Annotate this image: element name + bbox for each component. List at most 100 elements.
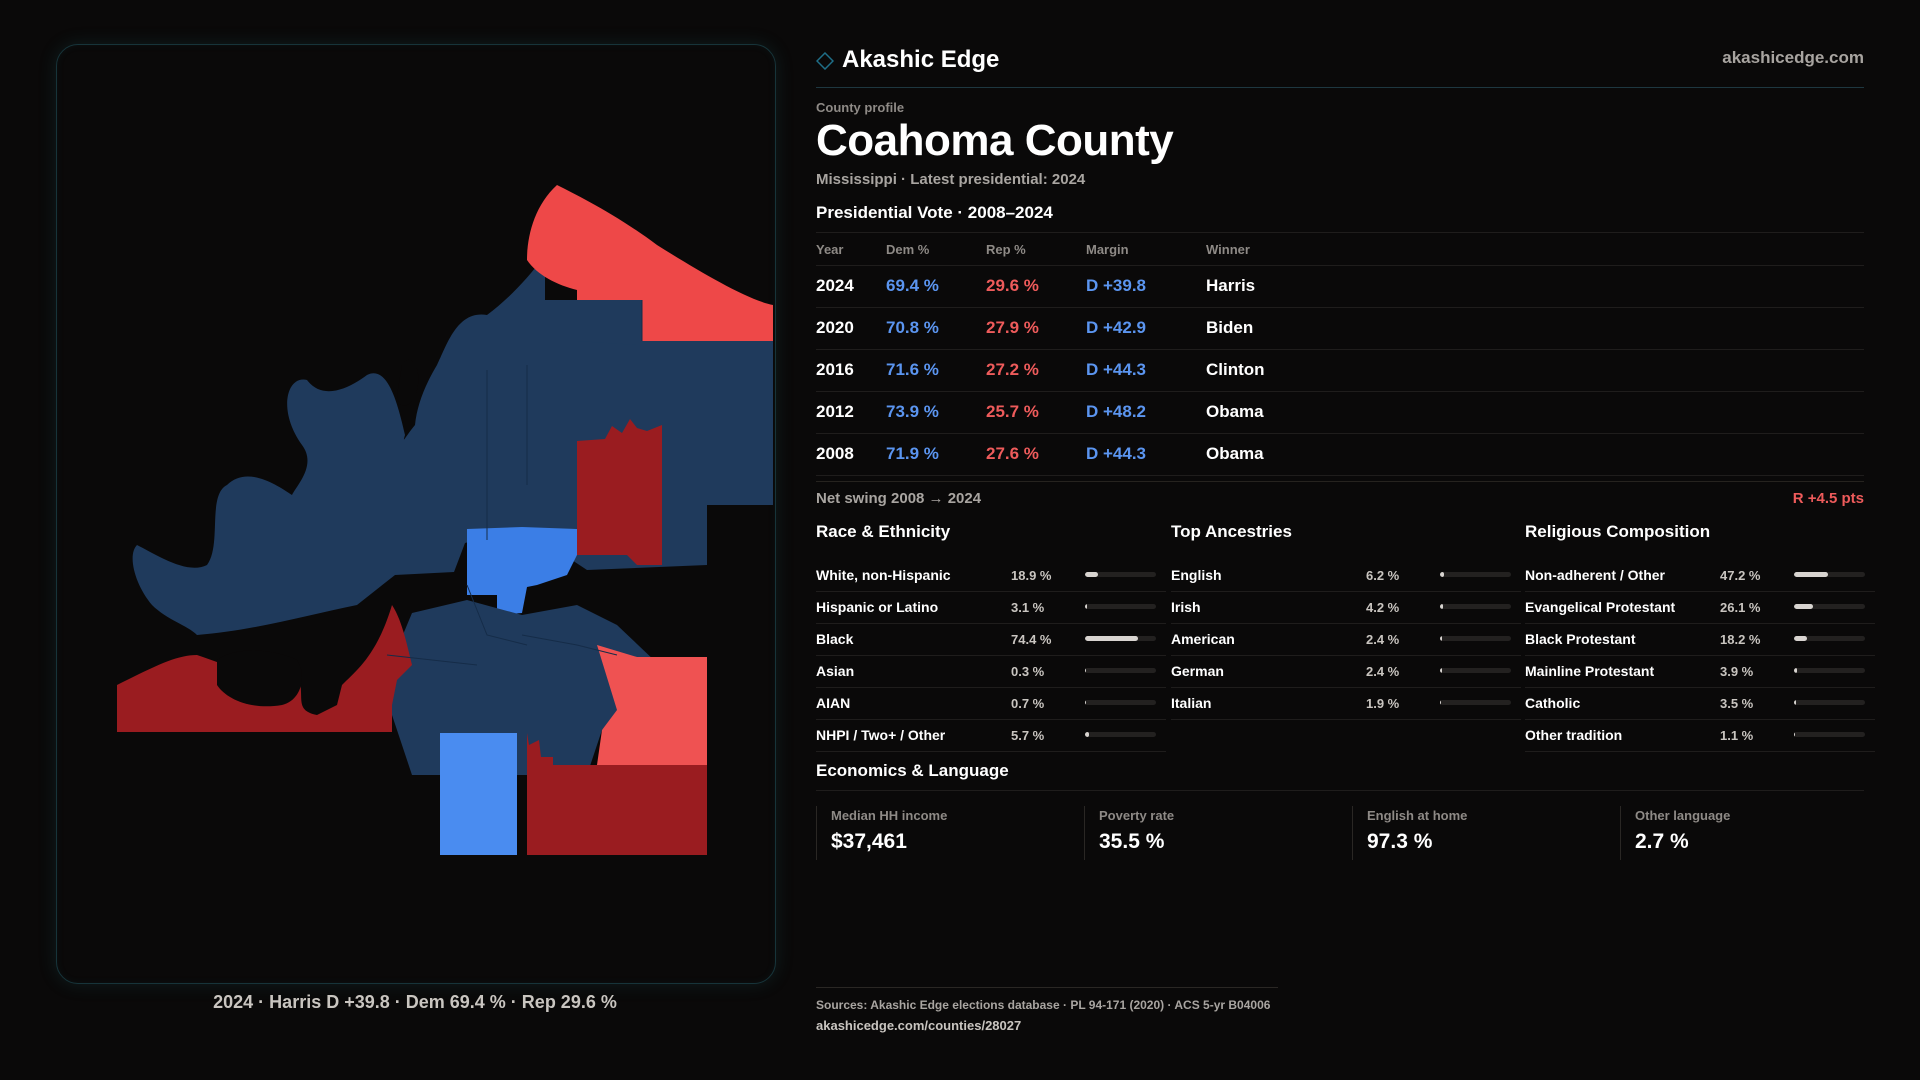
precinct-strong-rep-center[interactable]	[577, 419, 662, 565]
stat-value: 5.7 %	[1011, 728, 1045, 743]
stat-bar-track	[1440, 572, 1511, 577]
stat-label: NHPI / Two+ / Other	[816, 727, 946, 743]
stat-card-poverty: Poverty rate 35.5 %	[1084, 806, 1347, 860]
stat-bar-track	[1085, 572, 1156, 577]
stat-bar-fill	[1440, 636, 1442, 641]
stat-bar-fill	[1794, 732, 1795, 737]
stat-bar-fill	[1794, 668, 1797, 673]
precinct-lean-rep-south[interactable]	[597, 645, 707, 765]
stat-value: 18.2 %	[1720, 632, 1761, 647]
stat-label: Irish	[1171, 599, 1201, 615]
stat-label: Asian	[816, 663, 855, 679]
stat-value: 2.4 %	[1366, 664, 1400, 679]
list-item: Italian 1.9 %	[1171, 688, 1521, 720]
list-item: Black Protestant 18.2 %	[1525, 624, 1875, 656]
rep-cell: 27.2 %	[986, 360, 1039, 379]
winner-cell: Obama	[1206, 444, 1264, 463]
stat-value: 18.9 %	[1011, 568, 1052, 583]
stat-bar-fill	[1440, 572, 1445, 577]
stat-label: English	[1171, 567, 1222, 583]
race-section-title: Race & Ethnicity	[816, 522, 951, 541]
stat-card-label: English at home	[1367, 808, 1468, 823]
stat-card-label: Median HH income	[831, 808, 948, 823]
winner-cell: Harris	[1206, 276, 1256, 295]
rep-cell: 29.6 %	[986, 276, 1039, 295]
stat-bar-track	[1794, 572, 1865, 577]
county-permalink[interactable]: akashicedge.com/counties/28027	[816, 1018, 1022, 1033]
precinct-strong-dem-east[interactable]	[577, 341, 773, 565]
stat-bar-track	[1440, 668, 1511, 673]
precinct-strong-dem-south[interactable]	[382, 600, 707, 775]
precinct-strong-rep-south[interactable]	[527, 733, 707, 855]
page-title: Coahoma County	[816, 116, 1174, 165]
year-cell: 2016	[816, 360, 854, 379]
list-item: Hispanic or Latino 3.1 %	[816, 592, 1166, 624]
list-item: Catholic 3.5 %	[1525, 688, 1875, 720]
dem-cell: 69.4 %	[886, 276, 939, 295]
precinct-lean-dem-center[interactable]	[467, 527, 577, 615]
rep-cell: 27.9 %	[986, 318, 1039, 337]
stat-bar-fill	[1794, 572, 1828, 577]
stat-bar-fill	[1085, 732, 1090, 737]
list-item: Mainline Protestant 3.9 %	[1525, 656, 1875, 688]
margin-cell: D +42.9	[1086, 318, 1147, 337]
page-eyebrow: County profile	[816, 100, 905, 115]
brand-url-link[interactable]: akashicedge.com	[1722, 48, 1864, 67]
economics-divider	[816, 790, 1864, 791]
column-header-dem: Dem %	[886, 242, 930, 257]
stat-value: 0.7 %	[1011, 696, 1045, 711]
stat-value: 2.4 %	[1366, 632, 1400, 647]
stat-card-label: Poverty rate	[1099, 808, 1175, 823]
stat-bar-track	[1794, 604, 1865, 609]
county-profile-panel: Akashic Edge akashicedge.com County prof…	[816, 0, 1875, 1080]
stat-value: 1.9 %	[1366, 696, 1400, 711]
year-cell: 2024	[816, 276, 854, 295]
stat-label: Evangelical Protestant	[1525, 599, 1676, 615]
ancestry-list: English 6.2 % Irish 4.2 % American 2.4 %…	[1171, 560, 1521, 720]
margin-cell: D +44.3	[1086, 360, 1147, 379]
list-item: German 2.4 %	[1171, 656, 1521, 688]
stat-bar-fill	[1085, 604, 1088, 609]
table-end-rule	[816, 475, 1864, 476]
ancestry-section-title: Top Ancestries	[1171, 522, 1292, 541]
vote-section-title: Presidential Vote · 2008–2024	[816, 203, 1053, 222]
margin-cell: D +48.2	[1086, 402, 1147, 421]
stat-label: American	[1171, 631, 1235, 647]
column-header-year: Year	[816, 242, 844, 257]
precinct-lean-rep-north[interactable]	[527, 185, 773, 341]
county-map-panel[interactable]	[56, 44, 776, 984]
table-row: 2024 69.4 % 29.6 % D +39.8 Harris	[816, 265, 1864, 307]
county-precinct-map[interactable]	[57, 45, 775, 983]
list-item: Other tradition 1.1 %	[1525, 720, 1875, 752]
brand-header: Akashic Edge akashicedge.com	[816, 44, 1864, 88]
list-item: American 2.4 %	[1171, 624, 1521, 656]
stat-bar-track	[1085, 668, 1156, 673]
year-cell: 2012	[816, 402, 854, 421]
stat-value: 3.1 %	[1011, 600, 1045, 615]
presidential-vote-table: Year Dem % Rep % Margin Winner 2024 69.4…	[816, 232, 1864, 476]
stat-label: Italian	[1171, 695, 1212, 711]
margin-cell: D +44.3	[1086, 444, 1147, 463]
column-header-margin: Margin	[1086, 242, 1129, 257]
footer-divider	[816, 987, 1278, 988]
economics-section-title: Economics & Language	[816, 761, 1009, 780]
stat-bar-track	[1794, 700, 1865, 705]
list-item: Black 74.4 %	[816, 624, 1166, 656]
sources-note: Sources: Akashic Edge elections database…	[816, 998, 1271, 1012]
precinct-lean-dem-south[interactable]	[440, 733, 517, 855]
dem-cell: 71.6 %	[886, 360, 939, 379]
stat-bar-fill	[1794, 604, 1813, 609]
lake-west	[217, 650, 302, 707]
diamond-logo-icon	[816, 52, 834, 70]
stat-value: 1.1 %	[1720, 728, 1754, 743]
stat-value: 47.2 %	[1720, 568, 1761, 583]
table-row: 2012 73.9 % 25.7 % D +48.2 Obama	[816, 391, 1864, 433]
stat-value: 6.2 %	[1366, 568, 1400, 583]
brand-name[interactable]: Akashic Edge	[842, 46, 1000, 73]
winner-cell: Clinton	[1206, 360, 1265, 379]
stat-bar-fill	[1440, 700, 1442, 705]
stat-label: Black	[816, 631, 854, 647]
stat-label: White, non-Hispanic	[816, 567, 951, 583]
precinct-strong-rep-west[interactable]	[117, 605, 412, 732]
stat-bar-fill	[1085, 668, 1086, 673]
